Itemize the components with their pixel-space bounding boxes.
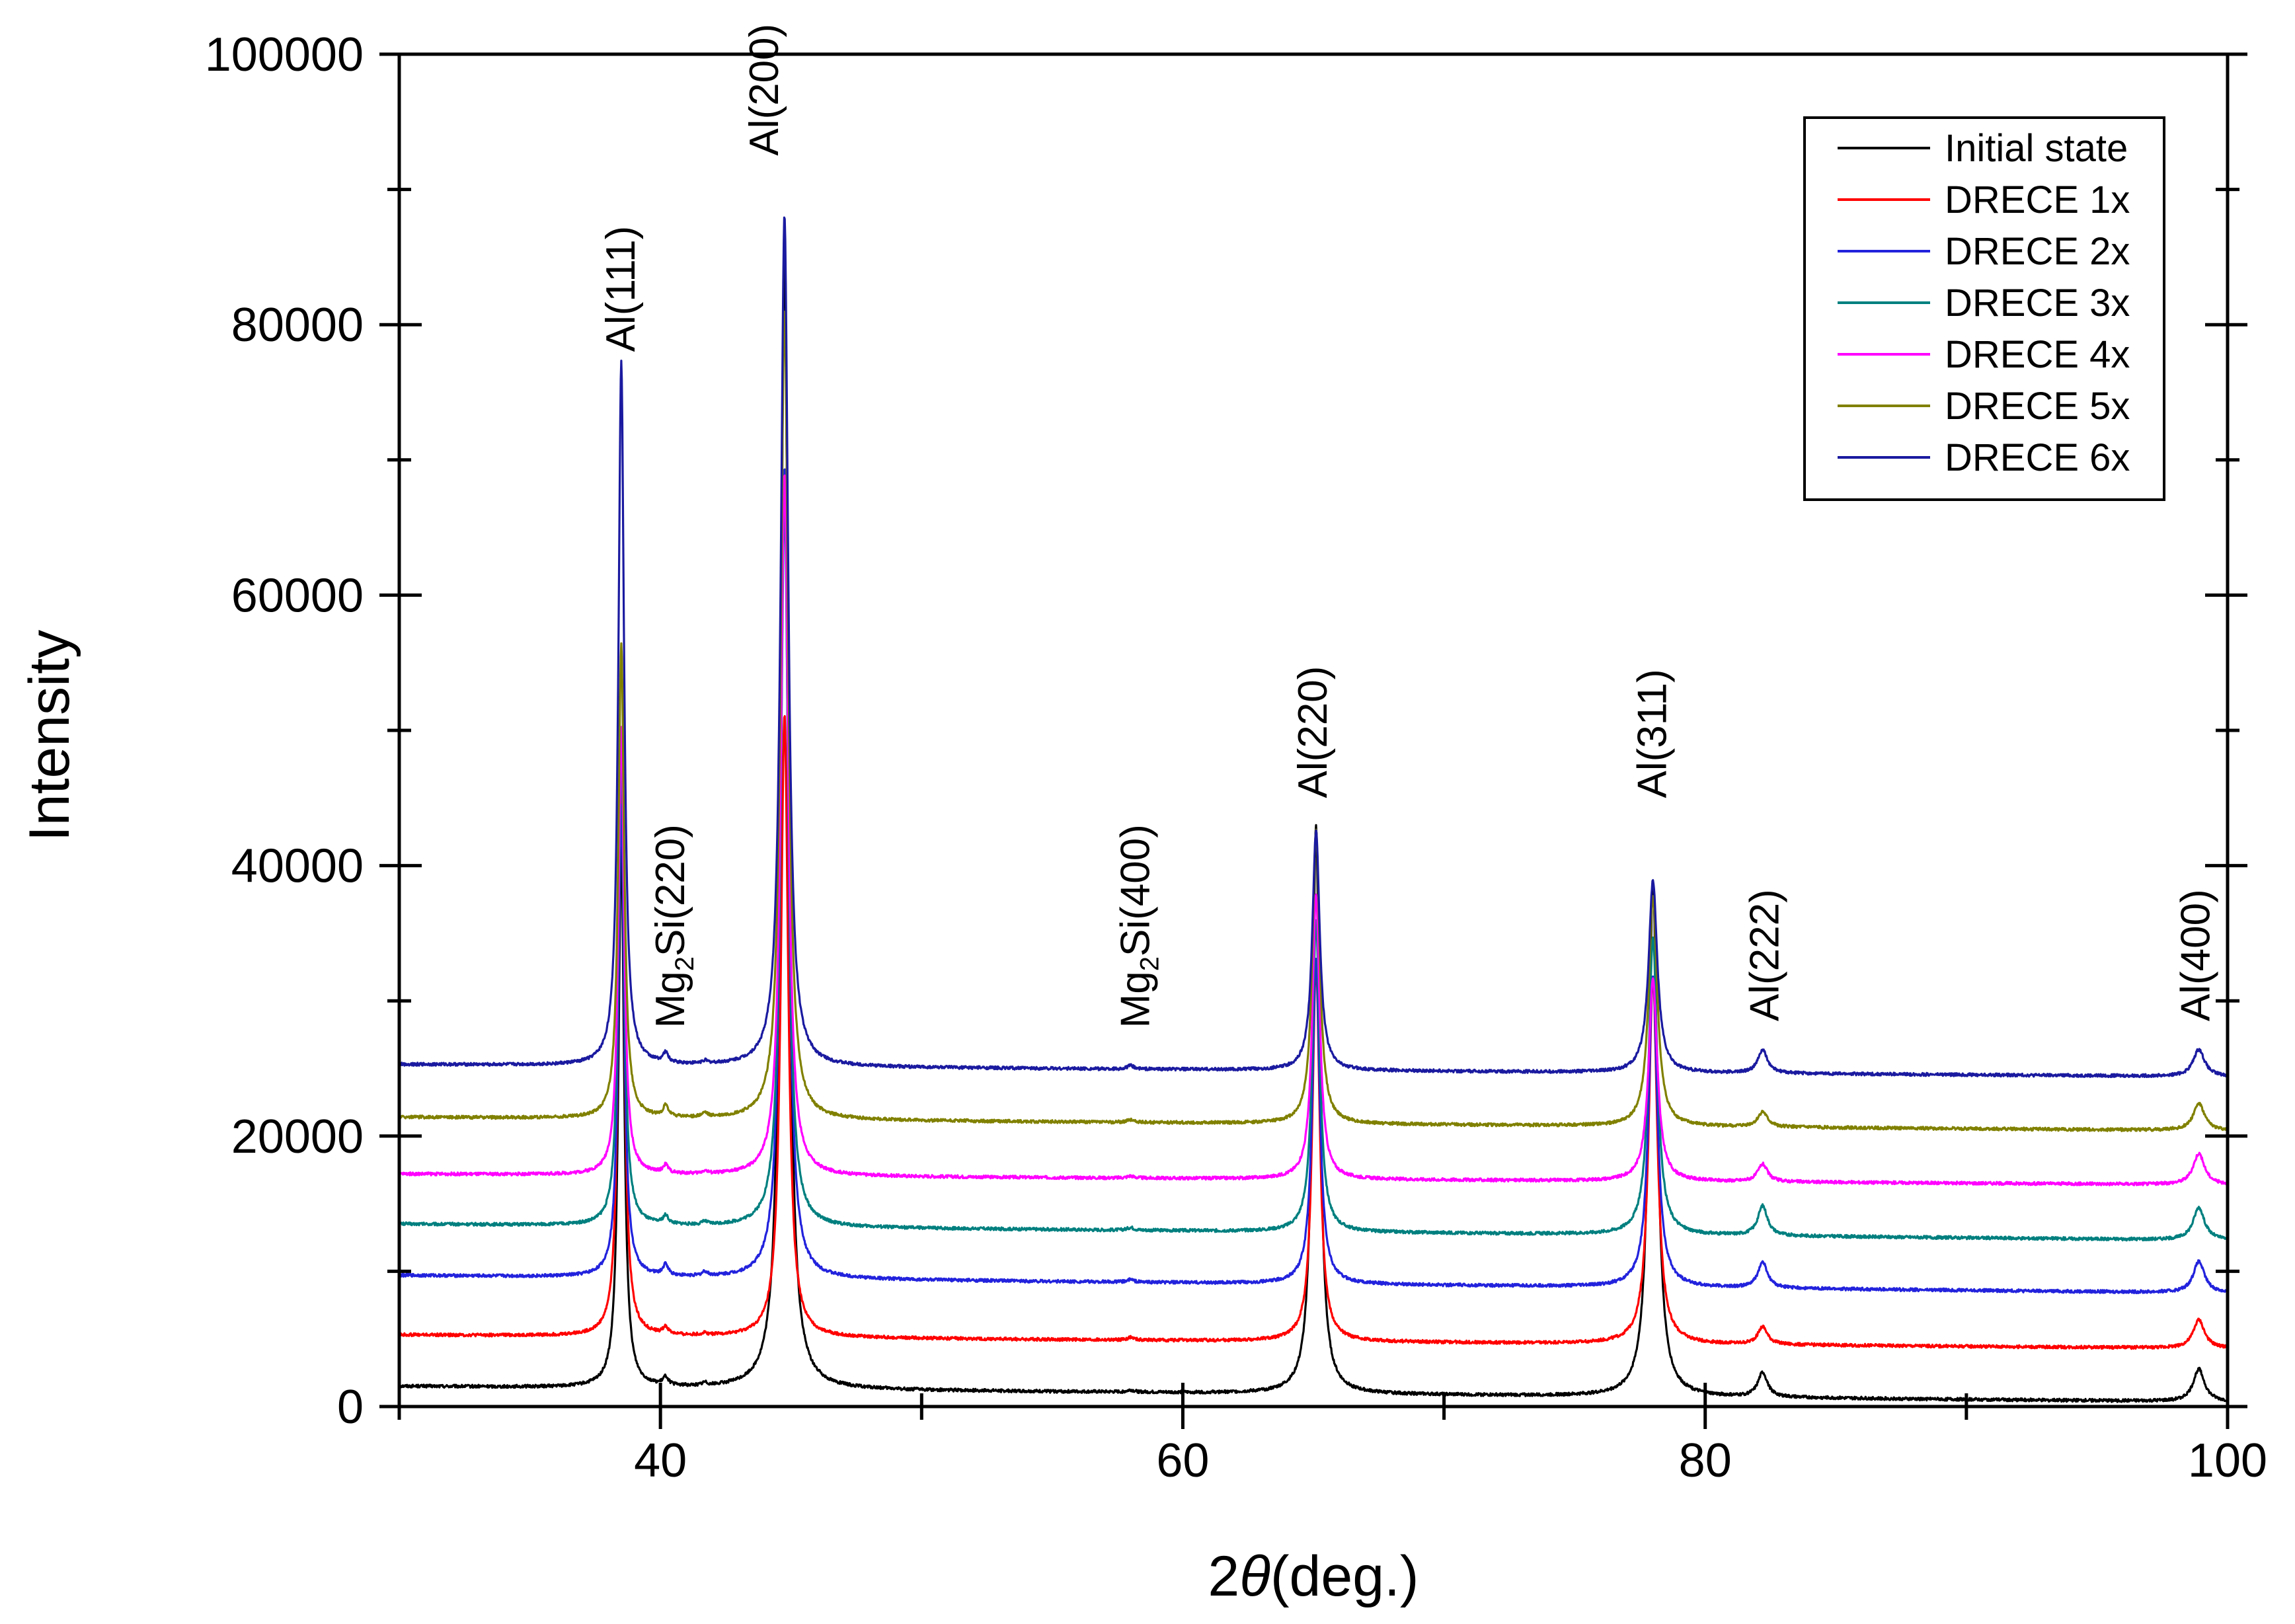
series-line-5 [398,474,2229,1186]
x-tick-label: 80 [1679,1434,1732,1487]
legend-label-3: DRECE 2x [1945,230,2130,273]
legend-box [1803,116,2165,501]
peak-label-5: Al(222) [1742,889,1788,1021]
series-layer [398,216,2229,1403]
ticks-layer: 40 60 80 100 0 20000 40000 60000 80000 100000 [205,28,2267,1487]
mg2si-label-1: Mg2Si(220) [648,824,699,1028]
y-tick-label: 0 [337,1381,364,1434]
mg2si-label-base: Mg [1112,971,1158,1028]
legend-label-6: DRECE 5x [1945,385,2130,428]
x-axis-label-theta: θ [1239,1545,1270,1608]
x-axis-label-suffix: (deg.) [1270,1545,1419,1608]
y-tick-label: 60000 [231,569,364,622]
mg2si-label-subscript: 2 [670,956,699,971]
legend-label-5: DRECE 4x [1945,333,2130,376]
series-line-7 [399,216,2229,1079]
x-tick-label: 100 [2188,1434,2267,1487]
mg2si-label-rest: Si(220) [648,824,693,956]
x-tick-label: 60 [1156,1434,1209,1487]
annotation-layer: Al(111) Al(200) Al(220) Al(311) Al(222) Al(40… [598,24,2219,1028]
peak-label-2: Al(200) [742,24,787,156]
legend-label-1: Initial state [1945,127,2128,170]
peak-label-4: Al(311) [1630,669,1676,798]
mg2si-label-2: Mg2Si(400) [1112,824,1164,1028]
x-axis-label: 2θ(deg.) [1208,1545,1419,1608]
legend-label-7: DRECE 6x [1945,436,2130,479]
y-tick-label: 40000 [231,840,364,893]
peak-label-6: Al(400) [2173,889,2219,1021]
peak-label-1: Al(111) [598,226,644,352]
y-tick-label: 100000 [205,28,364,81]
mg2si-label-base: Mg [648,971,693,1028]
x-axis-label-prefix: 2 [1208,1545,1239,1608]
y-tick-label: 20000 [231,1110,364,1163]
y-axis-label: Intensity [18,630,81,841]
peak-label-3: Al(220) [1290,666,1336,798]
legend: Initial state DRECE 1x DRECE 2x DRECE 3x DRE… [1803,116,2165,501]
mg2si-label-rest: Si(400) [1112,824,1158,956]
plot-frame [397,52,2230,1409]
y-tick-label: 80000 [231,299,364,352]
legend-label-2: DRECE 1x [1945,178,2130,221]
x-tick-label: 40 [634,1434,687,1487]
legend-label-4: DRECE 3x [1945,282,2130,325]
mg2si-label-subscript: 2 [1135,956,1164,971]
